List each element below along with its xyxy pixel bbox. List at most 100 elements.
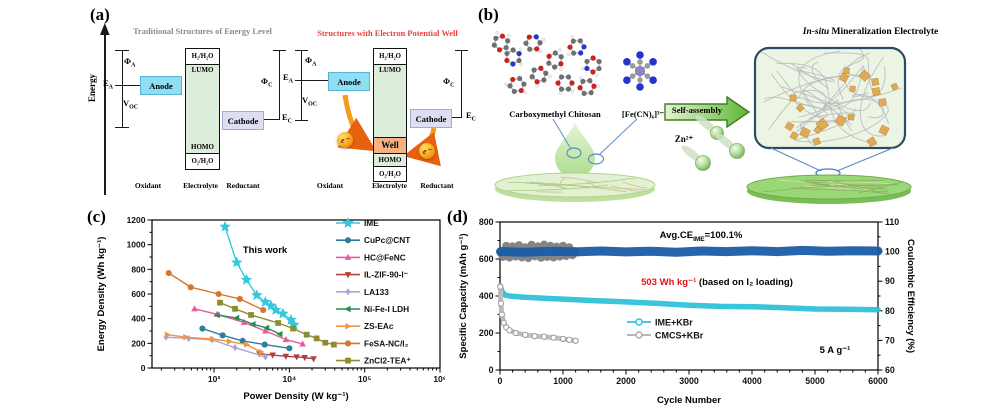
series-Ni-Fe-I LDH: [213, 311, 283, 338]
svg-text:10⁵: 10⁵: [358, 374, 371, 384]
svg-text:600: 600: [131, 289, 145, 299]
phi-c-label: ΦC: [443, 76, 455, 89]
ea-level-line: [115, 85, 140, 87]
zoom-cone: [770, 147, 894, 178]
panel-c-ragone-plot: (c) Energy Density (Wh kg⁻¹) Power Densi…: [85, 205, 445, 417]
panel-a-label: (a): [90, 5, 110, 24]
panel-b-electrolyte-scheme: (b) Carboxymethyl Chitosan [Fe(CN)₆]³⁻ S…: [475, 5, 1000, 205]
mineralization-electrolyte-title: In-situ Mineralization Electrolyte: [802, 27, 939, 37]
cmcs-molecule-art: [491, 30, 602, 96]
svg-text:CuPc@CNT: CuPc@CNT: [364, 235, 410, 245]
svg-text:2000: 2000: [616, 376, 636, 386]
panel-d-label: (d): [447, 207, 468, 226]
svg-text:IME: IME: [364, 218, 379, 228]
right-y-axis-label: Coulombic Efficiency (%): [905, 238, 916, 353]
cmcs-molecule-label: Carboxymethyl Chitosan: [509, 109, 601, 119]
ea-level-line: [295, 80, 328, 82]
svg-text:10⁴: 10⁴: [283, 374, 297, 384]
zn-ion-spheres: [681, 115, 745, 171]
series-CMCS-capacity: [497, 283, 579, 344]
svg-text:90: 90: [885, 276, 895, 286]
electrolyte-label: Electrolyte: [372, 181, 407, 190]
series-ZS-EAc: [164, 331, 265, 356]
svg-text:FeSA-NC/I₂: FeSA-NC/I₂: [364, 338, 409, 348]
y-axis-label: Energy Density (Wh kg⁻¹): [96, 236, 107, 352]
svg-text:200: 200: [479, 328, 494, 338]
electrolyte-droplet: [552, 118, 638, 178]
bracket-line: [122, 50, 124, 128]
oxidant-label: Oxidant: [316, 181, 344, 190]
mineralized-mesh-box: [753, 46, 907, 150]
svg-text:800: 800: [131, 264, 145, 274]
phi-a-label: ΦA: [305, 55, 317, 68]
series-IME: [219, 220, 300, 330]
o2-h2o-level: O₂/H₂O: [191, 158, 214, 165]
panel-a-energy-diagrams: (a) Energy Traditional Structures of Ene…: [85, 5, 477, 205]
svg-text:ZnCl2-TEA⁺: ZnCl2-TEA⁺: [364, 356, 411, 366]
level-tick: [115, 127, 129, 129]
o2-h2o-level: O₂/H₂O: [379, 170, 401, 178]
svg-text:60: 60: [885, 365, 895, 375]
electrolyte-gap: LUMO HOMO: [186, 64, 219, 154]
svg-text:1000: 1000: [127, 240, 146, 250]
reductant-label: Reductant: [420, 181, 454, 190]
membrane-disk-left: [494, 172, 656, 202]
energy-axis-line: [104, 31, 106, 195]
ferricyanide-label: [Fe(CN)₆]³⁻: [621, 109, 665, 119]
e-a-label: EA: [283, 72, 294, 85]
cathode-box: Cathode: [410, 109, 452, 128]
chart-c-legend: IME CuPc@CNT HC@FeNC IL-ZIF-90-I⁻ LA133 Ni-Fe…: [336, 217, 411, 366]
electron-transfer-arrow-left: [337, 94, 377, 152]
phi-a-label: ΦA: [124, 56, 136, 69]
svg-text:100: 100: [885, 247, 900, 257]
homo-label: HOMO: [191, 143, 214, 151]
electrolyte-gap: LUMO Well HOMO: [374, 64, 406, 167]
svg-text:CMCS+KBr: CMCS+KBr: [655, 331, 704, 341]
svg-text:3000: 3000: [679, 376, 699, 386]
reductant-label: Reductant: [226, 181, 260, 190]
axes: 0 200 400 600 800 60 70 80 90 100 110 0 1000 2000 3000…: [479, 217, 900, 386]
ferricyanide-art: [623, 51, 657, 91]
cathode-box: Cathode: [222, 111, 264, 130]
chart-c-canvas: 0 200 400 600 800 1000 1200 10³ 10⁴ 10⁵ 10⁶ IME CuPc…: [127, 215, 445, 384]
level-tick: [115, 50, 129, 52]
series-IME-capacity: [497, 283, 881, 313]
svg-text:0: 0: [498, 376, 503, 386]
svg-text:1200: 1200: [127, 215, 146, 225]
svg-text:0: 0: [141, 363, 146, 373]
self-assembly-arrow: [664, 95, 751, 129]
e-c-label: EC: [466, 110, 477, 123]
potential-well-title: Structures with Electron Potential Well: [317, 29, 458, 38]
zn-ion-label: Zn²⁺: [674, 134, 694, 144]
panel-b-label: (b): [478, 5, 499, 24]
svg-text:ZS-EAc: ZS-EAc: [364, 321, 394, 331]
series-CuPc@CNT: [199, 325, 293, 352]
well-box: Well: [374, 137, 406, 154]
h2-h2o-level: H₂/H₂O: [191, 53, 214, 60]
rate-annotation: 5 A g⁻¹: [819, 345, 851, 356]
v-oc-label: VOC: [123, 98, 139, 111]
svg-text:800: 800: [479, 217, 494, 227]
anode-box: Anode: [328, 72, 370, 91]
bracket-line: [301, 50, 303, 121]
lumo-label: LUMO: [379, 66, 401, 74]
electrolyte-column: H₂/H₂O LUMO HOMO O₂/H₂O: [185, 48, 220, 170]
e-a-label: EA: [103, 78, 114, 91]
svg-text:10⁶: 10⁶: [433, 374, 445, 384]
series-ZnCl2-TEA⁺: [217, 299, 337, 348]
svg-text:HC@FeNC: HC@FeNC: [364, 252, 406, 262]
svg-text:6000: 6000: [868, 376, 888, 386]
traditional-structure-title: Traditional Structures of Energy Level: [133, 27, 272, 36]
panel-c-label: (c): [87, 207, 106, 226]
e-c-label: EC: [282, 112, 293, 125]
chart-d-canvas: 0 200 400 600 800 60 70 80 90 100 110 0 1000 2000 3000…: [479, 217, 900, 386]
level-tick: [295, 120, 308, 122]
svg-text:110: 110: [885, 217, 899, 227]
lumo-label: LUMO: [191, 66, 214, 74]
svg-text:0: 0: [489, 365, 494, 375]
svg-text:70: 70: [885, 335, 895, 345]
left-y-axis-label: Specific Capacity (mAh g⁻¹): [458, 233, 469, 359]
level-tick: [455, 50, 468, 52]
electron-ball: e⁻: [419, 143, 435, 159]
